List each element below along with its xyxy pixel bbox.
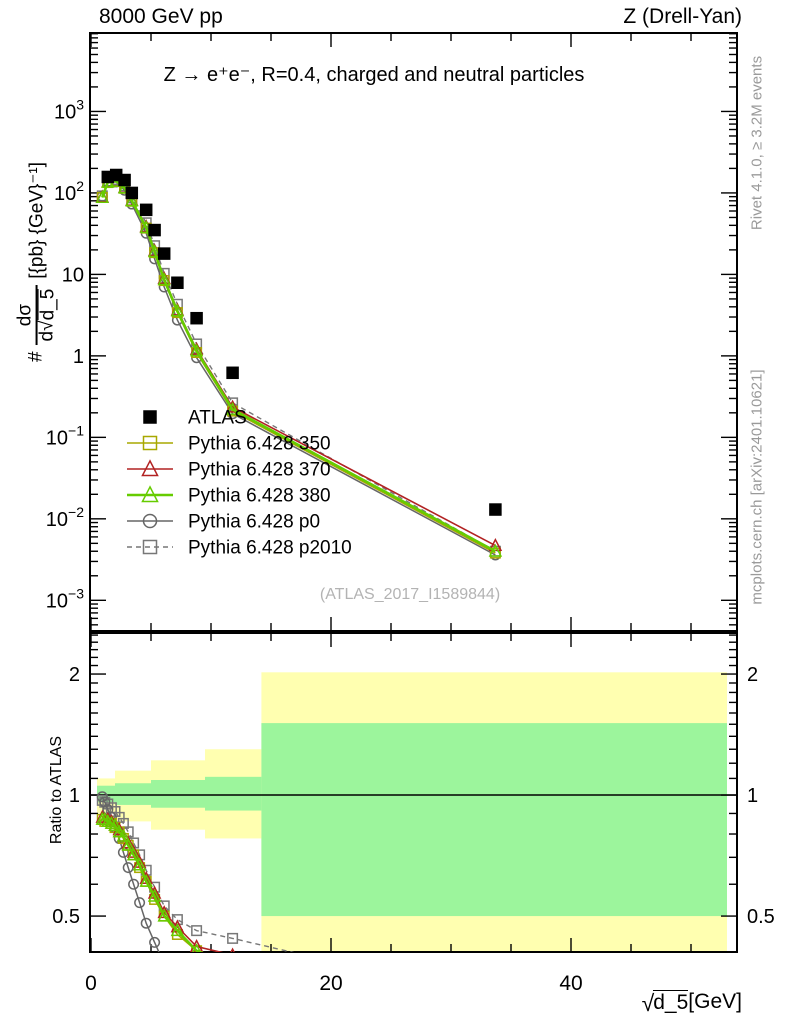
legend-label: Pythia 6.428 p0 <box>188 512 320 533</box>
ylabel-fraction: dσ d √ d_5 <box>14 284 59 346</box>
process-label: Z (Drell-Yan) <box>623 5 742 28</box>
svg-text:1: 1 <box>69 785 80 807</box>
svg-text:10: 10 <box>62 264 84 286</box>
legend-label: Pythia 6.428 380 <box>188 486 331 507</box>
svg-text:102: 102 <box>54 178 84 205</box>
legend-label: ATLAS <box>188 408 247 429</box>
legend-label: Pythia 6.428 370 <box>188 460 331 481</box>
ylabel-units: [{pb} {GeV}⁻¹] <box>26 161 48 279</box>
series-py380 <box>95 173 503 557</box>
svg-text:2: 2 <box>69 664 80 686</box>
legend: ATLAS Pythia 6.428 350 Pythia 6.428 370 Pyt… <box>127 408 352 559</box>
svg-text:40: 40 <box>559 972 582 995</box>
legend-label: Pythia 6.428 350 <box>188 434 331 455</box>
beam-energy-label: 8000 GeV pp <box>99 5 223 28</box>
svg-text:10−2: 10−2 <box>46 504 84 531</box>
svg-text:1: 1 <box>747 785 758 807</box>
main-y-axis-label: # dσ d √ d_5 [{pb} {GeV}⁻¹] <box>14 161 59 363</box>
series-atlas <box>101 168 502 516</box>
ratio-tick-labels: 2 2 1 1 0.5 0.5 <box>52 664 775 928</box>
x-tick-labels: 0 20 40 <box>85 972 583 995</box>
svg-text:0: 0 <box>85 972 97 995</box>
rivet-version-note: Rivet 4.1.0, ≥ 3.2M events <box>748 55 766 231</box>
svg-text:10−1: 10−1 <box>46 422 84 449</box>
svg-text:10−3: 10−3 <box>46 585 84 612</box>
svg-text:0.5: 0.5 <box>747 906 775 928</box>
ylabel-prefix: # <box>26 351 47 363</box>
plot-title: Z → e⁺e⁻, R=0.4, charged and neutral par… <box>163 64 585 86</box>
svg-text:20: 20 <box>319 972 342 995</box>
svg-text:1: 1 <box>73 346 84 368</box>
series-py380 <box>95 811 204 952</box>
legend-label: Pythia 6.428 p2010 <box>188 538 352 559</box>
xlabel-arg: d_5 <box>653 990 689 1014</box>
svg-text:103: 103 <box>54 96 84 123</box>
ylabel-numerator: dσ <box>14 303 36 327</box>
ylabel-denominator: d √ d_5 <box>35 284 59 346</box>
mcplots-note: mcplots.cern.ch [arXiv:2401.10621] <box>748 369 766 605</box>
uncertainty-bands <box>97 672 727 952</box>
axis-ticks <box>90 33 737 952</box>
ratio-axis-label: Ratio to ATLAS <box>48 735 65 845</box>
analysis-watermark: (ATLAS_2017_I1589844) <box>319 586 501 603</box>
svg-text:2: 2 <box>747 664 758 686</box>
x-axis-label: √ d_5 [GeV] <box>642 990 742 1017</box>
ratio-panel-frame <box>89 632 738 953</box>
xlabel-root: √ <box>641 990 655 1016</box>
svg-text:0.5: 0.5 <box>52 906 80 928</box>
xlabel-units: [GeV] <box>688 990 742 1013</box>
